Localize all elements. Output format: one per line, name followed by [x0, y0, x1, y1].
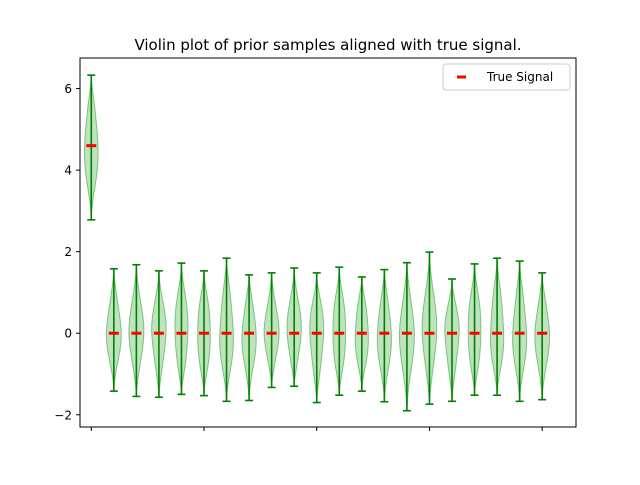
violin-0 [83, 74, 99, 221]
legend: True Signal [442, 63, 571, 91]
y-tick-label-1: 0 [64, 327, 72, 341]
violin-14 [398, 261, 415, 412]
y-tick-label-0: −2 [54, 408, 72, 422]
y-tick-label-3: 4 [64, 164, 72, 178]
legend-box [442, 63, 571, 91]
legend-true-signal-label: True Signal [486, 70, 553, 84]
violin-15 [421, 251, 438, 405]
true-signal-layer [86, 144, 548, 335]
violin-17 [467, 263, 482, 396]
violin-9 [286, 267, 302, 388]
plot-frame [79, 57, 577, 428]
violin-16 [444, 278, 460, 403]
y-tick-label-4: 6 [64, 82, 72, 96]
violin-8 [263, 272, 280, 389]
axes-layer: −2 0 2 4 6 [54, 57, 577, 431]
violin-7 [241, 274, 257, 402]
y-tick-label-2: 2 [64, 245, 72, 259]
violin-1 [105, 267, 122, 392]
violin-18 [489, 257, 505, 396]
violins-layer [83, 74, 551, 412]
chart-title: Violin plot of prior samples aligned wit… [134, 36, 521, 54]
violin-19 [512, 260, 528, 403]
violin-10 [309, 272, 325, 404]
violin-6 [219, 257, 234, 403]
violin-13 [376, 268, 392, 403]
violin-2 [128, 263, 145, 398]
violin-20 [534, 272, 551, 401]
violin-4 [174, 262, 189, 396]
violin-11 [332, 266, 347, 396]
